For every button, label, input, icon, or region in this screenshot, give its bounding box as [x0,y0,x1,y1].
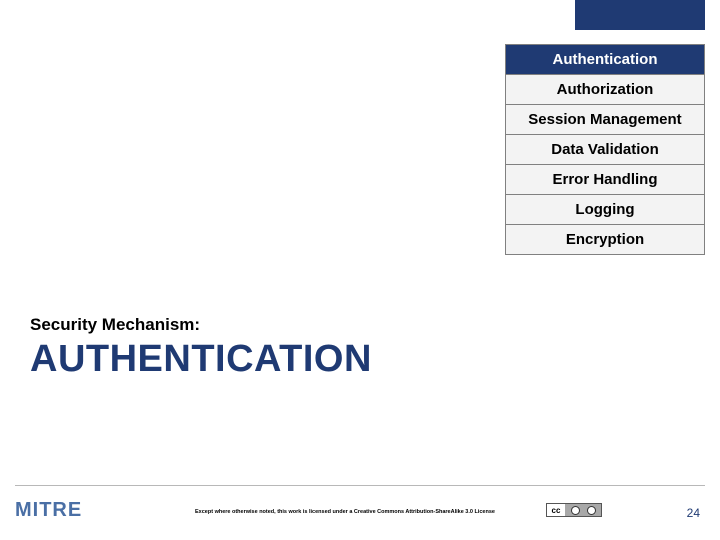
footer-divider [15,485,705,486]
list-item-authorization: Authorization [506,75,704,105]
cc-sa-icon [587,506,596,515]
page-number: 24 [687,506,700,520]
slide: Authentication Authorization Session Man… [0,0,720,540]
cc-by-icon [571,506,580,515]
mitre-logo: MITRE [15,499,82,522]
slide-subtitle: Security Mechanism: [30,315,200,335]
cc-badge-icon: cc [546,503,602,517]
slide-title: AUTHENTICATION [30,338,372,381]
cc-icons [565,506,601,515]
top-accent-bar [575,0,705,30]
list-item-error-handling: Error Handling [506,165,704,195]
list-item-session-management: Session Management [506,105,704,135]
security-mechanism-list: Authentication Authorization Session Man… [505,44,705,255]
list-item-authentication: Authentication [506,45,704,75]
license-text: Except where otherwise noted, this work … [195,509,495,515]
list-item-data-validation: Data Validation [506,135,704,165]
list-item-logging: Logging [506,195,704,225]
list-item-encryption: Encryption [506,225,704,254]
logo-text: MITRE [15,499,82,521]
cc-label: cc [547,504,565,516]
